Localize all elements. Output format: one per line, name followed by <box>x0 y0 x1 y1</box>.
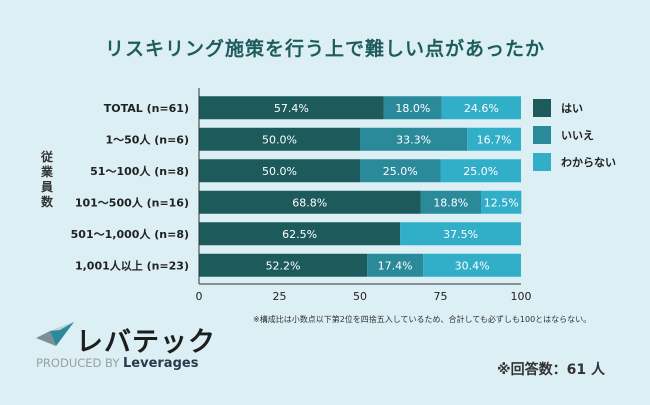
bar-segment <box>199 159 360 183</box>
bar-segment <box>441 96 521 120</box>
company-name: Leverages <box>123 356 199 371</box>
logo-check-icon <box>36 322 74 346</box>
category-label: 51〜100人 (n=8) <box>90 164 189 178</box>
data-label: 37.5% <box>443 228 478 241</box>
bar-segment <box>400 222 521 246</box>
legend-item: はい <box>533 94 616 121</box>
bar-segment <box>360 127 468 151</box>
data-label: 57.4% <box>274 102 309 115</box>
x-tick-label: 100 <box>511 290 532 303</box>
bar-segment <box>383 96 442 120</box>
bar-segment <box>199 222 401 246</box>
data-label: 24.6% <box>464 102 499 115</box>
produced-by-label: PRODUCED BY <box>36 356 120 370</box>
legend-item: いいえ <box>533 121 616 148</box>
data-label: 12.5% <box>484 196 519 209</box>
x-tick-label: 75 <box>434 290 448 303</box>
legend-label: いいえ <box>561 128 594 142</box>
legend-item: わからない <box>533 148 616 175</box>
y-axis-label: 従業員数 <box>40 150 54 210</box>
bar-segment <box>440 159 521 183</box>
y-axis-label-char: 従 <box>40 150 53 164</box>
y-axis-label-char: 業 <box>40 165 53 179</box>
footnote: ※構成比は小数点以下第2位を四捨五入しているため、合計しても必ずしも100とはな… <box>253 315 592 324</box>
logo-brand-text: レバテック <box>76 327 216 358</box>
legend-swatch <box>533 152 551 171</box>
bar-segment <box>360 159 441 183</box>
data-label: 62.5% <box>282 228 317 241</box>
category-label: 1〜50人 (n=6) <box>105 132 189 146</box>
data-label: 52.2% <box>266 259 301 272</box>
bar-segment <box>467 127 521 151</box>
x-tick-label: 50 <box>353 290 367 303</box>
data-label: 18.8% <box>433 196 468 209</box>
data-label: 16.7% <box>477 133 512 146</box>
data-label: 30.4% <box>455 259 490 272</box>
legend: はいいいえわからない <box>533 94 616 175</box>
data-label: 33.3% <box>396 133 431 146</box>
bar-segment <box>199 253 368 277</box>
bar-segment <box>481 190 522 214</box>
legend-swatch <box>533 125 551 144</box>
bar-segment <box>420 190 482 214</box>
produced-by: PRODUCED BY Leverages <box>36 356 198 371</box>
data-label: 50.0% <box>262 133 297 146</box>
bar-segment <box>199 127 360 151</box>
data-label: 50.0% <box>262 165 297 178</box>
data-label: 17.4% <box>378 259 413 272</box>
data-label: 25.0% <box>463 165 498 178</box>
data-label: 68.8% <box>292 196 327 209</box>
category-label: 1,001人以上 (n=23) <box>75 258 189 272</box>
legend-label: はい <box>561 101 583 115</box>
category-label: 101〜500人 (n=16) <box>75 195 189 209</box>
data-label: 18.0% <box>395 102 430 115</box>
bar-segment <box>423 253 521 277</box>
respondent-count: ※回答数：61 人 <box>497 362 605 378</box>
data-label: 25.0% <box>383 165 418 178</box>
bar-segment <box>199 190 421 214</box>
bar-segment <box>199 96 384 120</box>
y-axis-label-char: 数 <box>40 195 53 209</box>
category-label: TOTAL (n=61) <box>104 102 189 115</box>
legend-swatch <box>533 98 551 117</box>
y-axis-label-char: 員 <box>40 180 53 194</box>
chart-title: リスキリング施策を行う上で難しい点があったか <box>104 38 545 60</box>
x-tick-label: 25 <box>273 290 287 303</box>
bar-segment <box>367 253 424 277</box>
x-tick-label: 0 <box>196 290 203 303</box>
legend-label: わからない <box>561 155 616 169</box>
category-label: 501〜1,000人 (n=8) <box>71 227 189 241</box>
